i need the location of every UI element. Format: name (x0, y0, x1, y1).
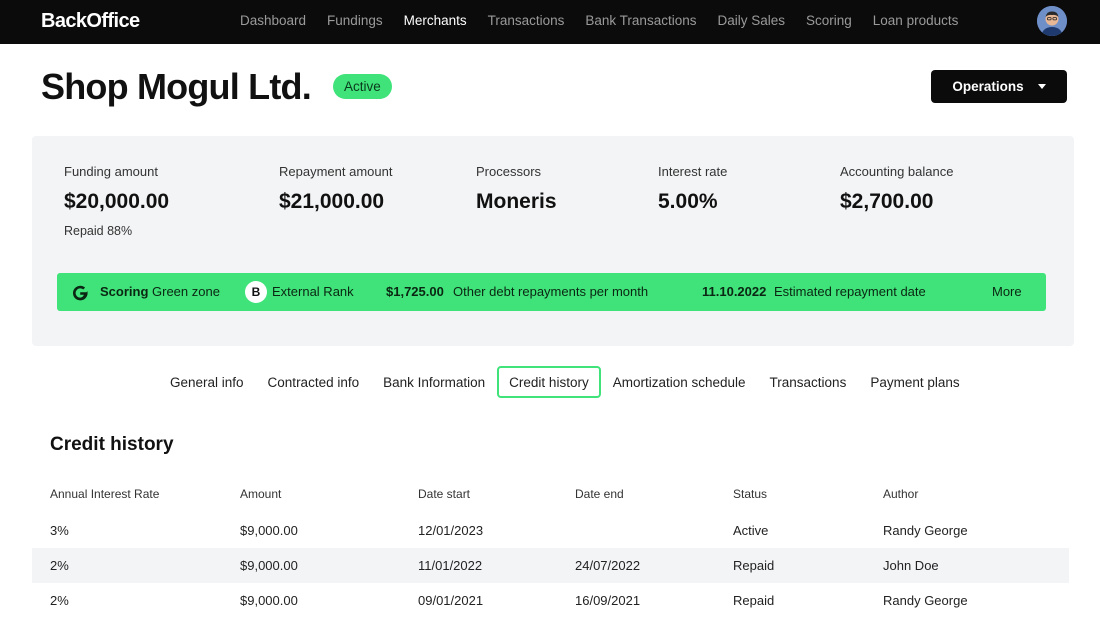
table-row[interactable]: 2% $9,000.00 11/01/2022 24/07/2022 Repai… (32, 548, 1069, 583)
cell-status: Repaid (733, 558, 775, 573)
column-header: Annual Interest Rate (50, 487, 160, 501)
table-row[interactable]: 2% $9,000.00 09/01/2021 16/09/2021 Repai… (32, 583, 1069, 618)
more-link[interactable]: More (992, 284, 1022, 299)
tab-contracted-info[interactable]: Contracted info (267, 375, 360, 390)
tab-general-info[interactable]: General info (170, 375, 244, 390)
tab-bank-information[interactable]: Bank Information (383, 375, 486, 390)
metric-funding-amount: Funding amount $20,000.00 Repaid 88% (64, 164, 169, 238)
metric-value: Moneris (476, 190, 557, 213)
nav-item-dashboard[interactable]: Dashboard (240, 13, 307, 28)
debt-repayment-label: Other debt repayments per month (453, 284, 649, 299)
cell-author: Randy George (883, 593, 968, 608)
section-title: Credit history (50, 434, 174, 455)
credit-history-table: Annual Interest Rate Amount Date start D… (32, 480, 1069, 618)
repayment-date-label: Estimated repayment date (774, 284, 926, 299)
column-header: Author (883, 487, 919, 501)
tab-amortization-schedule[interactable]: Amortization schedule (612, 375, 746, 390)
nav-item-fundings[interactable]: Fundings (327, 13, 383, 28)
brand-logo[interactable]: BackOffice (41, 10, 140, 32)
column-header: Date end (575, 487, 624, 501)
cell-rate: 3% (50, 523, 69, 538)
nav-item-loan-products[interactable]: Loan products (872, 13, 959, 28)
table-row[interactable]: 3% $9,000.00 12/01/2023 Active Randy Geo… (32, 513, 1069, 548)
status-badge: Active (333, 74, 392, 99)
operations-button[interactable]: Operations (931, 70, 1067, 103)
nav-item-transactions[interactable]: Transactions (487, 13, 565, 28)
google-g-icon (72, 285, 88, 301)
cell-status: Repaid (733, 593, 775, 608)
user-avatar[interactable] (1037, 6, 1067, 36)
page-title: Shop Mogul Ltd. (41, 66, 312, 107)
user-avatar-icon (1037, 6, 1067, 36)
metric-interest-rate: Interest rate 5.00% (658, 164, 727, 214)
metric-accounting-balance: Accounting balance $2,700.00 (840, 164, 953, 214)
metric-label: Accounting balance (840, 164, 954, 179)
scoring-label: Scoring (100, 284, 149, 299)
cell-amount: $9,000.00 (240, 593, 298, 608)
cell-amount: $9,000.00 (240, 558, 298, 573)
operations-label: Operations (952, 79, 1024, 94)
debt-repayment-value: $1,725.00 (386, 284, 444, 299)
external-rank-label: External Rank (272, 284, 354, 299)
main-nav: Dashboard Fundings Merchants Transaction… (240, 13, 979, 28)
cell-date-start: 09/01/2021 (418, 593, 484, 608)
column-header: Status (733, 487, 768, 501)
metric-label: Funding amount (64, 164, 158, 179)
metric-label: Repayment amount (279, 164, 393, 179)
cell-date-end: 16/09/2021 (575, 593, 641, 608)
metric-label: Interest rate (658, 164, 728, 179)
metric-value: $2,700.00 (840, 190, 934, 213)
cell-date-start: 11/01/2022 (418, 558, 483, 573)
metric-repayment-amount: Repayment amount $21,000.00 (279, 164, 392, 214)
nav-item-merchants[interactable]: Merchants (403, 13, 467, 28)
cell-rate: 2% (50, 593, 69, 608)
cell-status: Active (733, 523, 769, 538)
merchant-tabs: General info Contracted info Bank Inform… (158, 366, 972, 398)
metric-processors: Processors Moneris (476, 164, 557, 214)
cell-author: John Doe (883, 558, 939, 573)
metric-value: 5.00% (658, 190, 718, 213)
metric-label: Processors (476, 164, 542, 179)
cell-amount: $9,000.00 (240, 523, 298, 538)
repayment-date-value: 11.10.2022 (702, 284, 767, 299)
summary-panel: Funding amount $20,000.00 Repaid 88% Rep… (32, 136, 1074, 346)
scoring-bar: Scoring Green zone B External Rank $1,72… (57, 273, 1046, 311)
repaid-percentage: Repaid 88% (64, 224, 133, 238)
cell-date-start: 12/01/2023 (418, 523, 484, 538)
nav-item-daily-sales[interactable]: Daily Sales (717, 13, 785, 28)
scoring-zone: Green zone (152, 284, 220, 299)
metric-value: $20,000.00 (64, 190, 170, 213)
column-header: Date start (418, 487, 471, 501)
rank-badge: B (245, 281, 267, 303)
cell-rate: 2% (50, 558, 69, 573)
top-navbar: BackOffice Dashboard Fundings Merchants … (0, 0, 1100, 44)
tab-credit-history[interactable]: Credit history (497, 366, 601, 398)
caret-down-icon (1037, 84, 1046, 89)
cell-author: Randy George (883, 523, 968, 538)
tab-transactions[interactable]: Transactions (769, 375, 847, 390)
tab-payment-plans[interactable]: Payment plans (870, 375, 960, 390)
table-header: Annual Interest Rate Amount Date start D… (32, 480, 1069, 513)
metric-value: $21,000.00 (279, 190, 385, 213)
column-header: Amount (240, 487, 282, 501)
cell-date-end: 24/07/2022 (575, 558, 641, 573)
nav-item-bank-transactions[interactable]: Bank Transactions (585, 13, 697, 28)
nav-item-scoring[interactable]: Scoring (806, 13, 852, 28)
